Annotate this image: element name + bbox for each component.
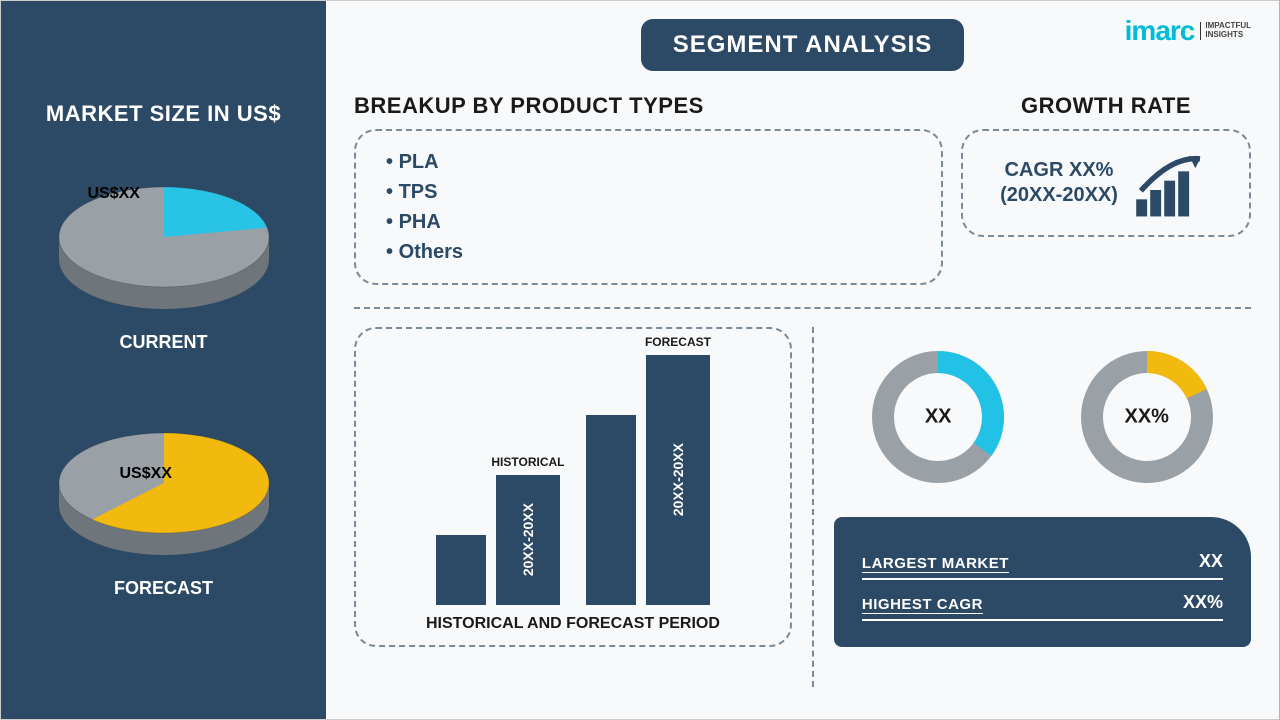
pie-forecast: US$XX: [34, 413, 294, 563]
pie-forecast-caption: FORECAST: [114, 578, 213, 599]
bar: FORECAST20XX-20XX: [646, 355, 710, 605]
bars-box: HISTORICAL20XX-20XX FORECAST20XX-20XX HIS…: [354, 327, 792, 647]
logo-mark: imarc: [1125, 15, 1195, 47]
page: MARKET SIZE IN US$ US$XX CURRENT US$XX F…: [0, 0, 1280, 720]
info-value: XX: [1199, 551, 1223, 572]
info-underline: [862, 619, 1223, 621]
info-card: LARGEST MARKET XX HIGHEST CAGR XX%: [834, 517, 1251, 647]
sidebar: MARKET SIZE IN US$ US$XX CURRENT US$XX F…: [1, 1, 326, 719]
growth-text: CAGR XX% (20XX-20XX): [1000, 158, 1118, 208]
breakup-item: Others: [386, 237, 917, 267]
growth-line1: CAGR XX%: [1000, 158, 1118, 183]
growth-title: GROWTH RATE: [961, 93, 1251, 119]
info-label: HIGHEST CAGR: [862, 596, 983, 613]
growth-box: CAGR XX% (20XX-20XX): [961, 129, 1251, 237]
divider: [354, 307, 1251, 309]
growth-bars-arrow-icon: [1132, 148, 1212, 218]
breakup-title: BREAKUP BY PRODUCT TYPES: [354, 93, 943, 119]
main-panel: imarc IMPACTFUL INSIGHTS SEGMENT ANALYSI…: [326, 1, 1279, 719]
donut-1-value: XX: [925, 406, 952, 429]
donut-2: XX%: [1077, 347, 1217, 487]
bar: [436, 535, 486, 605]
pie-forecast-value: US$XX: [120, 465, 172, 483]
growth-section: GROWTH RATE CAGR XX% (20XX-20XX): [961, 93, 1251, 285]
breakup-item: TPS: [386, 177, 917, 207]
breakup-box: PLATPSPHAOthers: [354, 129, 943, 285]
info-underline: [862, 578, 1223, 580]
donuts-section: XX XX% LARGEST MARKET XX HIGHEST CAGR XX%: [812, 327, 1251, 687]
row-top: BREAKUP BY PRODUCT TYPES PLATPSPHAOthers…: [354, 93, 1251, 285]
bar: [586, 415, 636, 605]
breakup-list: PLATPSPHAOthers: [380, 147, 917, 267]
pie-current-caption: CURRENT: [120, 332, 208, 353]
pie-current-svg: [34, 167, 294, 317]
donut-1: XX: [868, 347, 1008, 487]
info-value: XX%: [1183, 592, 1223, 613]
donut-2-value: XX%: [1124, 406, 1168, 429]
breakup-item: PLA: [386, 147, 917, 177]
pie-current: US$XX: [34, 167, 294, 317]
logo-tagline2: INSIGHTS: [1205, 31, 1251, 40]
breakup-section: BREAKUP BY PRODUCT TYPES PLATPSPHAOthers: [354, 93, 943, 285]
bar: HISTORICAL20XX-20XX: [496, 475, 560, 605]
pie-current-value: US$XX: [88, 185, 140, 203]
bars-area: HISTORICAL20XX-20XX FORECAST20XX-20XX: [380, 345, 766, 605]
sidebar-title: MARKET SIZE IN US$: [46, 101, 281, 127]
breakup-item: PHA: [386, 207, 917, 237]
growth-line2: (20XX-20XX): [1000, 183, 1118, 208]
header-title: SEGMENT ANALYSIS: [641, 19, 965, 71]
donut-row: XX XX%: [834, 347, 1251, 487]
logo: imarc IMPACTFUL INSIGHTS: [1125, 15, 1251, 47]
info-label: LARGEST MARKET: [862, 555, 1009, 572]
row-bottom: HISTORICAL20XX-20XX FORECAST20XX-20XX HIS…: [354, 327, 1251, 687]
pie-forecast-svg: [34, 413, 294, 563]
logo-tagline: IMPACTFUL INSIGHTS: [1200, 22, 1251, 40]
info-row: HIGHEST CAGR XX%: [862, 592, 1223, 613]
bars-caption: HISTORICAL AND FORECAST PERIOD: [380, 615, 766, 633]
info-row: LARGEST MARKET XX: [862, 551, 1223, 572]
bars-section: HISTORICAL20XX-20XX FORECAST20XX-20XX HIS…: [354, 327, 792, 687]
